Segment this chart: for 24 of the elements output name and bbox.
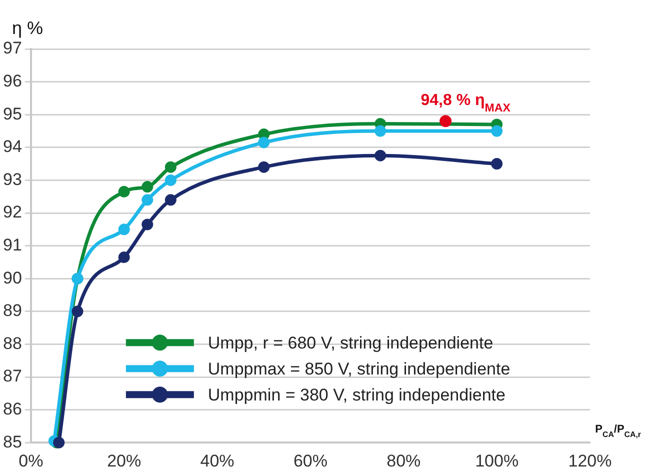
legend-label: Umpp, r = 680 V, string independiente [208, 333, 494, 352]
x-tick-label: 80% [386, 451, 421, 470]
x-tick-label: 120% [568, 451, 612, 470]
legend-label: Umppmin = 380 V, string independiente [208, 385, 506, 404]
legend-label: Umppmax = 850 V, string independiente [208, 359, 510, 378]
y-axis-title: η % [12, 18, 44, 38]
x-tick-label: 60% [293, 451, 328, 470]
y-tick-label: 87 [2, 366, 22, 386]
y-tick-label: 93 [2, 170, 22, 189]
y-tick-label: 91 [2, 235, 22, 254]
x-tick-label: 20% [107, 451, 142, 470]
y-tick-label: 90 [2, 268, 22, 288]
x-tick-label: 0% [18, 451, 44, 470]
y-tick-label: 92 [2, 202, 22, 222]
y-tick-label: 88 [2, 334, 22, 353]
y-tick-label: 96 [2, 71, 22, 90]
x-tick-label: 40% [200, 451, 234, 470]
y-tick-label: 97 [2, 38, 22, 58]
y-tick-label: 89 [2, 301, 22, 320]
y-tick-label: 85 [2, 432, 22, 452]
x-tick-label: 100% [475, 451, 519, 470]
y-tick-label: 95 [2, 104, 22, 124]
y-tick-label: 94 [2, 137, 22, 156]
y-tick-label: 86 [2, 399, 22, 418]
